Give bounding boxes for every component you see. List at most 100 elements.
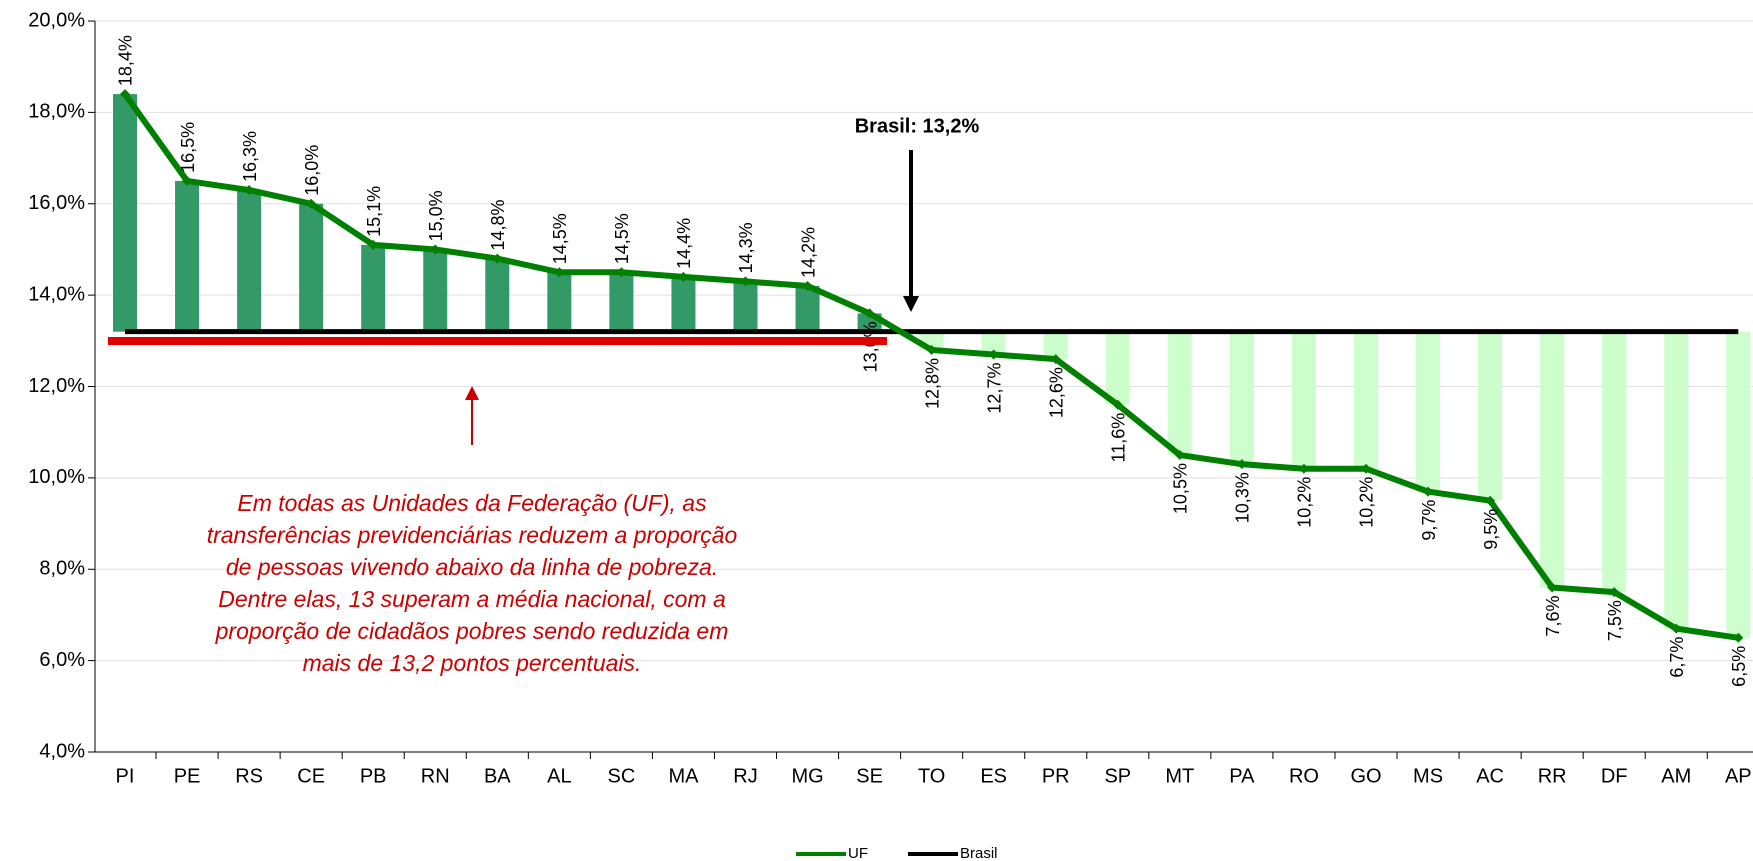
value-label: 16,0%: [302, 145, 322, 196]
value-label: 14,3%: [736, 222, 756, 273]
bars: [113, 94, 1751, 638]
bar: [1602, 331, 1627, 593]
y-tick-label: 12,0%: [28, 375, 85, 397]
point: [492, 253, 503, 264]
x-tick-label: MT: [1165, 765, 1194, 787]
note: Em todas as Unidades da Federação (UF), …: [207, 490, 738, 676]
note-line: Dentre elas, 13 superam a média nacional…: [218, 586, 726, 612]
x-tick-label: AC: [1476, 765, 1504, 787]
bar: [485, 258, 510, 332]
note-line: transferências previdenciárias reduzem a…: [207, 522, 738, 548]
y-tick-label: 4,0%: [39, 740, 85, 762]
value-label: 9,5%: [1481, 509, 1501, 550]
bar: [1416, 331, 1441, 492]
point: [244, 185, 255, 196]
value-label: 13,6%: [860, 321, 880, 372]
brasil-annotation: Brasil: 13,2%: [855, 115, 980, 137]
labels: 18,4% 16,5% 16,3% 16,0% 15,1% 15,0% 14,8% 14,5%…: [116, 35, 1749, 687]
point: [678, 271, 689, 282]
bar: [113, 94, 137, 332]
bar: [609, 272, 634, 332]
y-tick-label: 14,0%: [28, 283, 85, 305]
legend-label: UF: [848, 845, 868, 861]
bar: [1167, 331, 1192, 456]
point: [740, 276, 751, 287]
point: [802, 280, 813, 291]
value-label: 10,3%: [1233, 472, 1253, 523]
x-tick-label: RR: [1538, 765, 1567, 787]
x-tick-label: RO: [1289, 765, 1319, 787]
point: [120, 89, 130, 100]
y-tick-label: 10,0%: [28, 466, 85, 488]
bar: [547, 272, 572, 332]
x-tick-label: AP: [1725, 765, 1752, 787]
point: [1112, 399, 1123, 410]
value-label: 7,5%: [1605, 600, 1625, 641]
x-tick-label: PR: [1042, 765, 1070, 787]
x-tick-label: ES: [980, 765, 1007, 787]
x-tick-label: SC: [608, 765, 636, 787]
legend: UF Brasil: [796, 845, 998, 861]
x-tick-label: MS: [1413, 765, 1443, 787]
y-tick-label: 6,0%: [39, 649, 85, 671]
value-label: 6,7%: [1667, 637, 1687, 678]
value-label: 12,8%: [922, 358, 942, 409]
grid: 4,0% 6,0% 8,0% 10,0% 12,0% 14,0% 16,0% 18,0% 20,…: [28, 9, 1753, 787]
x-tick-label: AL: [547, 765, 571, 787]
highlight-bar: [108, 337, 887, 345]
point: [182, 175, 193, 186]
point: [1174, 450, 1185, 461]
x-tick-label: BA: [484, 765, 511, 787]
bar: [1478, 331, 1503, 501]
bar: [361, 244, 386, 332]
bar: [1540, 331, 1565, 588]
x-tick-label: RS: [235, 765, 263, 787]
note-line: proporção de cidadãos pobres sendo reduz…: [215, 618, 729, 644]
point: [1361, 463, 1371, 474]
bar: [1664, 331, 1689, 629]
value-label: 14,5%: [612, 213, 632, 264]
bar: [795, 285, 820, 332]
value-label: 14,8%: [488, 200, 508, 251]
value-label: 14,5%: [550, 213, 570, 264]
note-line: de pessoas vivendo abaixo da linha de po…: [226, 554, 718, 580]
value-label: 16,5%: [178, 122, 198, 173]
bar: [237, 190, 262, 332]
x-tick-label: PA: [1229, 765, 1255, 787]
value-label: 14,2%: [798, 227, 818, 278]
point: [1423, 486, 1434, 497]
x-tick-label: DF: [1601, 765, 1628, 787]
legend-label: Brasil: [960, 845, 998, 861]
x-tick-label: SE: [856, 765, 883, 787]
bar: [733, 281, 758, 332]
y-tick-label: 8,0%: [39, 558, 85, 580]
x-tick-label: MG: [791, 765, 823, 787]
point: [926, 344, 937, 355]
x-tick-label: TO: [918, 765, 945, 787]
x-tick-label: RJ: [733, 765, 757, 787]
bar: [1229, 331, 1254, 465]
value-label: 6,5%: [1729, 646, 1749, 687]
point: [430, 244, 441, 255]
point: [1733, 632, 1744, 643]
x-tick-label: CE: [297, 765, 325, 787]
value-label: 15,0%: [426, 190, 446, 241]
point: [616, 267, 627, 278]
value-label: 14,4%: [674, 218, 694, 269]
point: [554, 267, 565, 278]
y-tick-label: 20,0%: [28, 9, 85, 31]
value-label: 11,6%: [1109, 413, 1129, 463]
bar: [1726, 331, 1751, 638]
value-label: 18,4%: [116, 35, 136, 86]
x-tick-label: GO: [1350, 765, 1381, 787]
y-tick-label: 16,0%: [28, 192, 85, 214]
bar: [423, 249, 448, 332]
point: [864, 308, 875, 319]
point: [368, 239, 379, 250]
x-tick-label: PB: [360, 765, 387, 787]
x-tick-label: MA: [668, 765, 699, 787]
value-label: 12,6%: [1047, 367, 1067, 418]
point: [1609, 587, 1620, 598]
value-label: 9,7%: [1419, 500, 1439, 541]
bar: [1291, 331, 1316, 469]
